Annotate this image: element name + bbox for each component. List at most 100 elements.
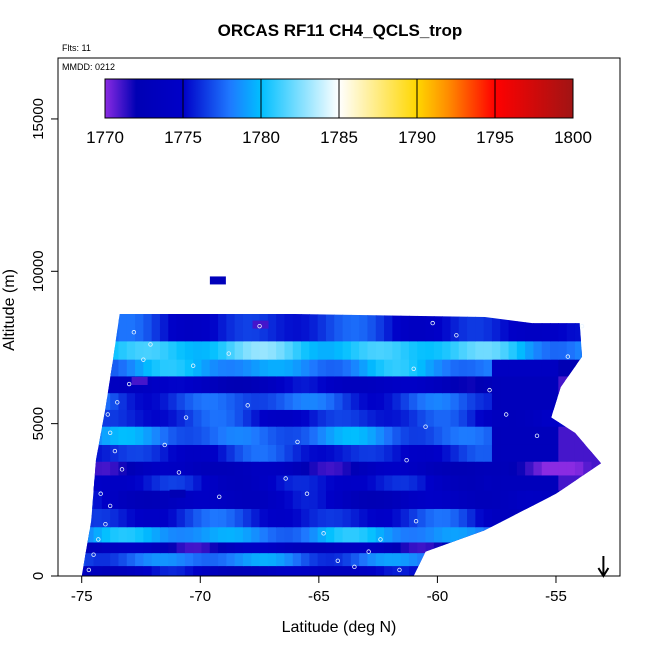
heatmap-cell	[159, 329, 169, 360]
heatmap-cell	[491, 380, 501, 410]
heatmap-cell	[143, 515, 153, 543]
heatmap-cell	[417, 463, 427, 491]
heatmap-cell	[325, 515, 335, 543]
heatmap-cell	[408, 397, 418, 427]
heatmap-cell	[425, 496, 435, 528]
heatmap-cell	[251, 463, 261, 491]
heatmap-cell	[475, 313, 485, 342]
x-axis: -75 -70 -65 -60 -55	[71, 575, 567, 605]
heatmap-cell	[384, 540, 393, 567]
heatmap-cell	[184, 414, 194, 445]
heatmap-cell	[491, 397, 501, 427]
heatmap-cell	[392, 515, 402, 543]
heatmap-cell	[234, 432, 244, 462]
heatmap-cell	[350, 313, 360, 342]
heatmap-cell	[375, 540, 385, 567]
heatmap-cell	[118, 449, 128, 476]
heatmap-cell	[284, 329, 294, 360]
heatmap-cell	[193, 449, 203, 476]
heatmap-cell	[392, 496, 402, 528]
sample-point	[352, 564, 357, 570]
heatmap-cell	[176, 313, 186, 342]
heatmap-cell	[458, 496, 468, 528]
heatmap-cell	[159, 478, 169, 509]
heatmap-cell	[118, 329, 128, 360]
heatmap-cell	[375, 515, 385, 543]
heatmap-cell	[317, 380, 327, 410]
heatmap-cell	[458, 463, 468, 491]
heatmap-cell	[325, 364, 335, 394]
heatmap-cell	[367, 364, 377, 394]
heatmap-cell	[475, 478, 485, 509]
heatmap-cell	[350, 414, 360, 445]
sample-point	[579, 323, 585, 329]
heatmap-cell	[284, 496, 294, 528]
heatmap-cell	[259, 496, 269, 528]
heatmap-cell	[184, 478, 194, 509]
heatmap-cell	[334, 364, 344, 394]
heatmap-cell	[267, 414, 277, 445]
heatmap-cell	[525, 463, 535, 491]
heatmap-cell	[458, 380, 468, 410]
heatmap-cell	[334, 397, 344, 427]
heatmap-cell	[234, 496, 244, 528]
heatmap-cell	[317, 432, 327, 462]
heatmap-cell	[541, 463, 551, 491]
heatmap-cell	[367, 496, 377, 528]
sample-point	[141, 357, 146, 362]
heatmap-cell	[234, 329, 244, 360]
heatmap-cell	[101, 449, 111, 476]
heatmap-cell	[151, 478, 161, 509]
x-tick-label: -65	[308, 588, 330, 605]
heatmap-cell	[359, 449, 369, 476]
heatmap-cell	[201, 364, 211, 394]
heatmap-cell	[168, 496, 178, 528]
heatmap-cell	[259, 380, 269, 410]
heatmap-cell	[126, 329, 136, 360]
heatmap-cell	[384, 414, 393, 445]
heatmap-cell	[483, 463, 493, 491]
heatmap-cell	[143, 432, 153, 462]
heatmap-cell	[425, 313, 435, 342]
sample-point	[148, 342, 153, 347]
heatmap-cell	[218, 414, 227, 445]
heatmap-cell	[251, 329, 261, 360]
heatmap-cell	[384, 496, 393, 528]
heatmap-cell	[491, 496, 501, 528]
x-tick-label: -60	[427, 588, 449, 605]
heatmap-cell	[417, 496, 427, 528]
heatmap-cell	[317, 329, 327, 360]
sample-point	[226, 351, 231, 356]
heatmap-cell	[110, 540, 120, 567]
heatmap-cell	[259, 329, 269, 360]
heatmap-cell	[491, 347, 501, 377]
heatmap-cell	[550, 414, 559, 445]
heatmap-cell	[135, 329, 144, 360]
heatmap-cell	[491, 329, 501, 360]
heatmap-cell	[151, 329, 161, 360]
sample-point	[283, 476, 288, 481]
heatmap-cell	[550, 463, 559, 491]
heatmap-cell	[491, 364, 501, 394]
heatmap-cell	[458, 329, 468, 360]
heatmap-cell	[143, 449, 153, 476]
heatmap-cell	[118, 515, 128, 543]
heatmap-cell	[284, 449, 294, 476]
heatmap-cell	[267, 380, 277, 410]
sample-point	[413, 518, 419, 524]
heatmap-cell	[442, 347, 452, 377]
heatmap-cell	[500, 347, 510, 377]
heatmap-cell	[516, 432, 526, 462]
heatmap-cell	[135, 496, 144, 528]
heatmap-cell	[433, 414, 443, 445]
heatmap-cell	[442, 397, 452, 427]
colorbar-tick-label: 1795	[476, 128, 514, 147]
heatmap-cell	[541, 364, 551, 394]
heatmap-cell	[143, 313, 153, 342]
sample-point	[565, 354, 571, 359]
heatmap-cell	[483, 329, 493, 360]
y-tick-label: 0	[30, 572, 47, 580]
heatmap-cell	[516, 414, 526, 445]
heatmap-cell	[558, 432, 568, 462]
heatmap-cell	[184, 449, 194, 476]
